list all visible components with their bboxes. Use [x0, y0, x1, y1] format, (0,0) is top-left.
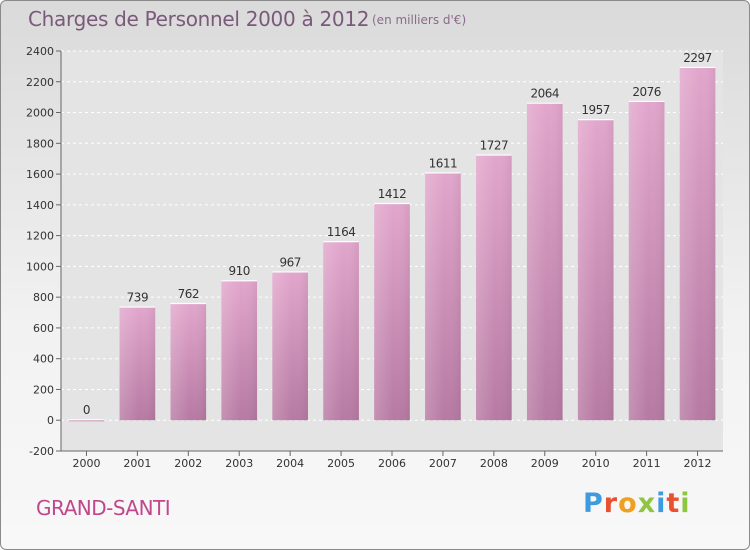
logo-letter: t [666, 488, 681, 519]
x-tick-label: 2002 [174, 457, 202, 470]
bar-shade-2012 [679, 66, 716, 421]
bar-value-label: 1164 [327, 225, 356, 239]
y-tick-label: 200 [33, 383, 54, 396]
commune-name: GRAND-SANTI [36, 496, 171, 520]
logo-letter: i [680, 488, 691, 519]
x-tick-label: 2003 [225, 457, 253, 470]
bar-value-label: 739 [127, 291, 148, 305]
y-tick-label: 800 [33, 291, 54, 304]
bar-value-label: 967 [279, 255, 300, 269]
logo-letter: o [618, 488, 638, 519]
logo-letter: x [637, 488, 657, 519]
y-tick-label: 0 [47, 414, 54, 427]
bar-value-label: 1412 [378, 187, 407, 201]
x-tick-label: 2004 [276, 457, 304, 470]
x-tick-label: 2009 [531, 457, 559, 470]
bar-value-label: 910 [229, 264, 250, 278]
x-tick-label: 2011 [633, 457, 661, 470]
y-tick-label: -200 [29, 445, 54, 458]
y-tick-label: 2200 [26, 76, 54, 89]
bar-shade-2007 [425, 172, 461, 421]
y-tick-label: 400 [33, 353, 54, 366]
chart-subtitle: (en milliers d'€) [372, 13, 467, 27]
y-tick-label: 1000 [26, 260, 54, 273]
bar-value-label: 1611 [429, 156, 458, 170]
bar-value-label: 2297 [683, 51, 712, 65]
y-tick-label: 2400 [26, 45, 54, 58]
logo-letter: r [603, 488, 619, 519]
x-tick-label: 2008 [480, 457, 508, 470]
proxiti-logo: Proxiti [583, 488, 691, 519]
x-tick-label: 2012 [684, 457, 712, 470]
y-tick-label: 2000 [26, 107, 54, 120]
bar-shade-2003 [221, 280, 258, 421]
bar-shade-2010 [577, 119, 614, 421]
bar-value-label: 2076 [632, 85, 661, 99]
bar-shade-2004 [272, 271, 308, 421]
bar-shade-2006 [374, 203, 410, 421]
bar-shade-2002 [170, 303, 207, 421]
bar-value-label: 0 [83, 403, 90, 417]
bar-value-label: 762 [178, 287, 199, 301]
bar-shade-2008 [476, 154, 512, 421]
y-tick-label: 1800 [26, 137, 54, 150]
bar-value-label: 2064 [530, 87, 559, 101]
bar-value-label: 1727 [480, 139, 509, 153]
x-tick-label: 2005 [327, 457, 355, 470]
y-tick-label: 1400 [26, 199, 54, 212]
x-tick-label: 2006 [378, 457, 406, 470]
logo-letter: i [656, 488, 667, 519]
bar-shade-2011 [628, 100, 665, 421]
y-tick-label: 1600 [26, 168, 54, 181]
x-tick-label: 2000 [72, 457, 100, 470]
x-tick-label: 2001 [123, 457, 151, 470]
logo-letter: P [583, 488, 604, 519]
bar-value-label: 1957 [581, 103, 610, 117]
chart-title: Charges de Personnel 2000 à 2012 [28, 7, 370, 31]
bar-shade-2005 [323, 241, 359, 421]
x-tick-label: 2010 [582, 457, 610, 470]
x-tick-label: 2007 [429, 457, 457, 470]
y-tick-label: 600 [33, 322, 54, 335]
bar-shade-2009 [526, 102, 563, 421]
y-tick-label: 1200 [26, 230, 54, 243]
bar-shade-2001 [119, 306, 156, 421]
